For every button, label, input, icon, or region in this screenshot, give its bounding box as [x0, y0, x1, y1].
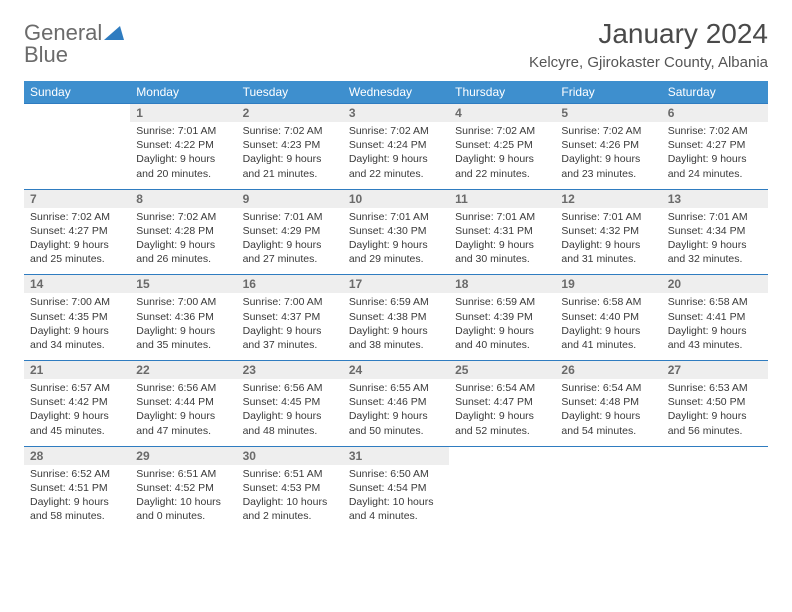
location: Kelcyre, Gjirokaster County, Albania: [529, 54, 768, 71]
day-body-cell: Sunrise: 6:51 AMSunset: 4:52 PMDaylight:…: [130, 465, 236, 532]
day-number-cell: 19: [555, 275, 661, 294]
day-number-cell: 12: [555, 189, 661, 208]
day-number-cell: 6: [662, 104, 768, 123]
logo-line2: Blue: [24, 44, 124, 66]
day-number-cell: 17: [343, 275, 449, 294]
day-body-cell: Sunrise: 7:02 AMSunset: 4:27 PMDaylight:…: [662, 122, 768, 189]
day-body-cell: Sunrise: 7:02 AMSunset: 4:27 PMDaylight:…: [24, 208, 130, 275]
day-body-cell: Sunrise: 6:55 AMSunset: 4:46 PMDaylight:…: [343, 379, 449, 446]
day-body-cell: Sunrise: 7:01 AMSunset: 4:34 PMDaylight:…: [662, 208, 768, 275]
daybody-row: Sunrise: 7:00 AMSunset: 4:35 PMDaylight:…: [24, 293, 768, 360]
month-title: January 2024: [529, 18, 768, 50]
day-number-cell: 9: [237, 189, 343, 208]
day-number-cell: 14: [24, 275, 130, 294]
daybody-row: Sunrise: 6:52 AMSunset: 4:51 PMDaylight:…: [24, 465, 768, 532]
day-number-cell: 2: [237, 104, 343, 123]
logo-triangle-icon: [104, 22, 124, 44]
day-number-cell: 11: [449, 189, 555, 208]
dow-tue: Tuesday: [237, 81, 343, 104]
day-number-cell: [449, 446, 555, 465]
daybody-row: Sunrise: 6:57 AMSunset: 4:42 PMDaylight:…: [24, 379, 768, 446]
header: General Blue January 2024 Kelcyre, Gjiro…: [24, 18, 768, 71]
day-body-cell: Sunrise: 6:59 AMSunset: 4:39 PMDaylight:…: [449, 293, 555, 360]
day-number-cell: [555, 446, 661, 465]
daynum-row: 28293031: [24, 446, 768, 465]
day-number-cell: 24: [343, 361, 449, 380]
day-body-cell: Sunrise: 7:02 AMSunset: 4:25 PMDaylight:…: [449, 122, 555, 189]
day-number-cell: 26: [555, 361, 661, 380]
day-body-cell: Sunrise: 6:58 AMSunset: 4:41 PMDaylight:…: [662, 293, 768, 360]
calendar-page: General Blue January 2024 Kelcyre, Gjiro…: [0, 0, 792, 531]
day-number-cell: 15: [130, 275, 236, 294]
day-body-cell: Sunrise: 6:59 AMSunset: 4:38 PMDaylight:…: [343, 293, 449, 360]
day-number-cell: 1: [130, 104, 236, 123]
logo: General Blue: [24, 22, 124, 66]
daynum-row: 21222324252627: [24, 361, 768, 380]
day-body-cell: Sunrise: 6:51 AMSunset: 4:53 PMDaylight:…: [237, 465, 343, 532]
day-number-cell: [24, 104, 130, 123]
title-block: January 2024 Kelcyre, Gjirokaster County…: [529, 18, 768, 71]
daynum-row: 14151617181920: [24, 275, 768, 294]
day-body-cell: Sunrise: 7:01 AMSunset: 4:31 PMDaylight:…: [449, 208, 555, 275]
day-body-cell: Sunrise: 7:02 AMSunset: 4:28 PMDaylight:…: [130, 208, 236, 275]
daybody-row: Sunrise: 7:01 AMSunset: 4:22 PMDaylight:…: [24, 122, 768, 189]
day-number-cell: 13: [662, 189, 768, 208]
day-number-cell: 22: [130, 361, 236, 380]
day-body-cell: Sunrise: 6:54 AMSunset: 4:47 PMDaylight:…: [449, 379, 555, 446]
day-body-cell: Sunrise: 7:02 AMSunset: 4:24 PMDaylight:…: [343, 122, 449, 189]
day-body-cell: Sunrise: 7:02 AMSunset: 4:23 PMDaylight:…: [237, 122, 343, 189]
day-body-cell: [449, 465, 555, 532]
logo-text: General Blue: [24, 22, 124, 66]
dow-thu: Thursday: [449, 81, 555, 104]
day-body-cell: [662, 465, 768, 532]
day-body-cell: Sunrise: 6:58 AMSunset: 4:40 PMDaylight:…: [555, 293, 661, 360]
day-of-week-row: Sunday Monday Tuesday Wednesday Thursday…: [24, 81, 768, 104]
day-body-cell: Sunrise: 7:00 AMSunset: 4:36 PMDaylight:…: [130, 293, 236, 360]
day-number-cell: [662, 446, 768, 465]
daynum-row: 123456: [24, 104, 768, 123]
day-number-cell: 31: [343, 446, 449, 465]
day-number-cell: 4: [449, 104, 555, 123]
day-body-cell: Sunrise: 7:00 AMSunset: 4:35 PMDaylight:…: [24, 293, 130, 360]
day-number-cell: 29: [130, 446, 236, 465]
day-number-cell: 28: [24, 446, 130, 465]
daynum-row: 78910111213: [24, 189, 768, 208]
day-number-cell: 16: [237, 275, 343, 294]
day-number-cell: 3: [343, 104, 449, 123]
day-body-cell: [555, 465, 661, 532]
day-number-cell: 25: [449, 361, 555, 380]
dow-mon: Monday: [130, 81, 236, 104]
day-body-cell: [24, 122, 130, 189]
day-body-cell: Sunrise: 7:01 AMSunset: 4:29 PMDaylight:…: [237, 208, 343, 275]
day-number-cell: 30: [237, 446, 343, 465]
day-body-cell: Sunrise: 6:52 AMSunset: 4:51 PMDaylight:…: [24, 465, 130, 532]
day-body-cell: Sunrise: 7:01 AMSunset: 4:22 PMDaylight:…: [130, 122, 236, 189]
daybody-row: Sunrise: 7:02 AMSunset: 4:27 PMDaylight:…: [24, 208, 768, 275]
day-body-cell: Sunrise: 6:57 AMSunset: 4:42 PMDaylight:…: [24, 379, 130, 446]
day-number-cell: 27: [662, 361, 768, 380]
calendar-body: 123456Sunrise: 7:01 AMSunset: 4:22 PMDay…: [24, 104, 768, 532]
dow-fri: Friday: [555, 81, 661, 104]
day-body-cell: Sunrise: 6:56 AMSunset: 4:45 PMDaylight:…: [237, 379, 343, 446]
dow-wed: Wednesday: [343, 81, 449, 104]
day-number-cell: 7: [24, 189, 130, 208]
day-number-cell: 21: [24, 361, 130, 380]
day-body-cell: Sunrise: 6:54 AMSunset: 4:48 PMDaylight:…: [555, 379, 661, 446]
day-number-cell: 23: [237, 361, 343, 380]
day-body-cell: Sunrise: 6:50 AMSunset: 4:54 PMDaylight:…: [343, 465, 449, 532]
day-number-cell: 18: [449, 275, 555, 294]
calendar-table: Sunday Monday Tuesday Wednesday Thursday…: [24, 81, 768, 531]
day-body-cell: Sunrise: 6:56 AMSunset: 4:44 PMDaylight:…: [130, 379, 236, 446]
day-body-cell: Sunrise: 7:00 AMSunset: 4:37 PMDaylight:…: [237, 293, 343, 360]
dow-sun: Sunday: [24, 81, 130, 104]
dow-sat: Saturday: [662, 81, 768, 104]
day-body-cell: Sunrise: 7:01 AMSunset: 4:30 PMDaylight:…: [343, 208, 449, 275]
day-number-cell: 10: [343, 189, 449, 208]
day-number-cell: 8: [130, 189, 236, 208]
day-body-cell: Sunrise: 7:02 AMSunset: 4:26 PMDaylight:…: [555, 122, 661, 189]
day-number-cell: 5: [555, 104, 661, 123]
day-body-cell: Sunrise: 6:53 AMSunset: 4:50 PMDaylight:…: [662, 379, 768, 446]
day-body-cell: Sunrise: 7:01 AMSunset: 4:32 PMDaylight:…: [555, 208, 661, 275]
day-number-cell: 20: [662, 275, 768, 294]
